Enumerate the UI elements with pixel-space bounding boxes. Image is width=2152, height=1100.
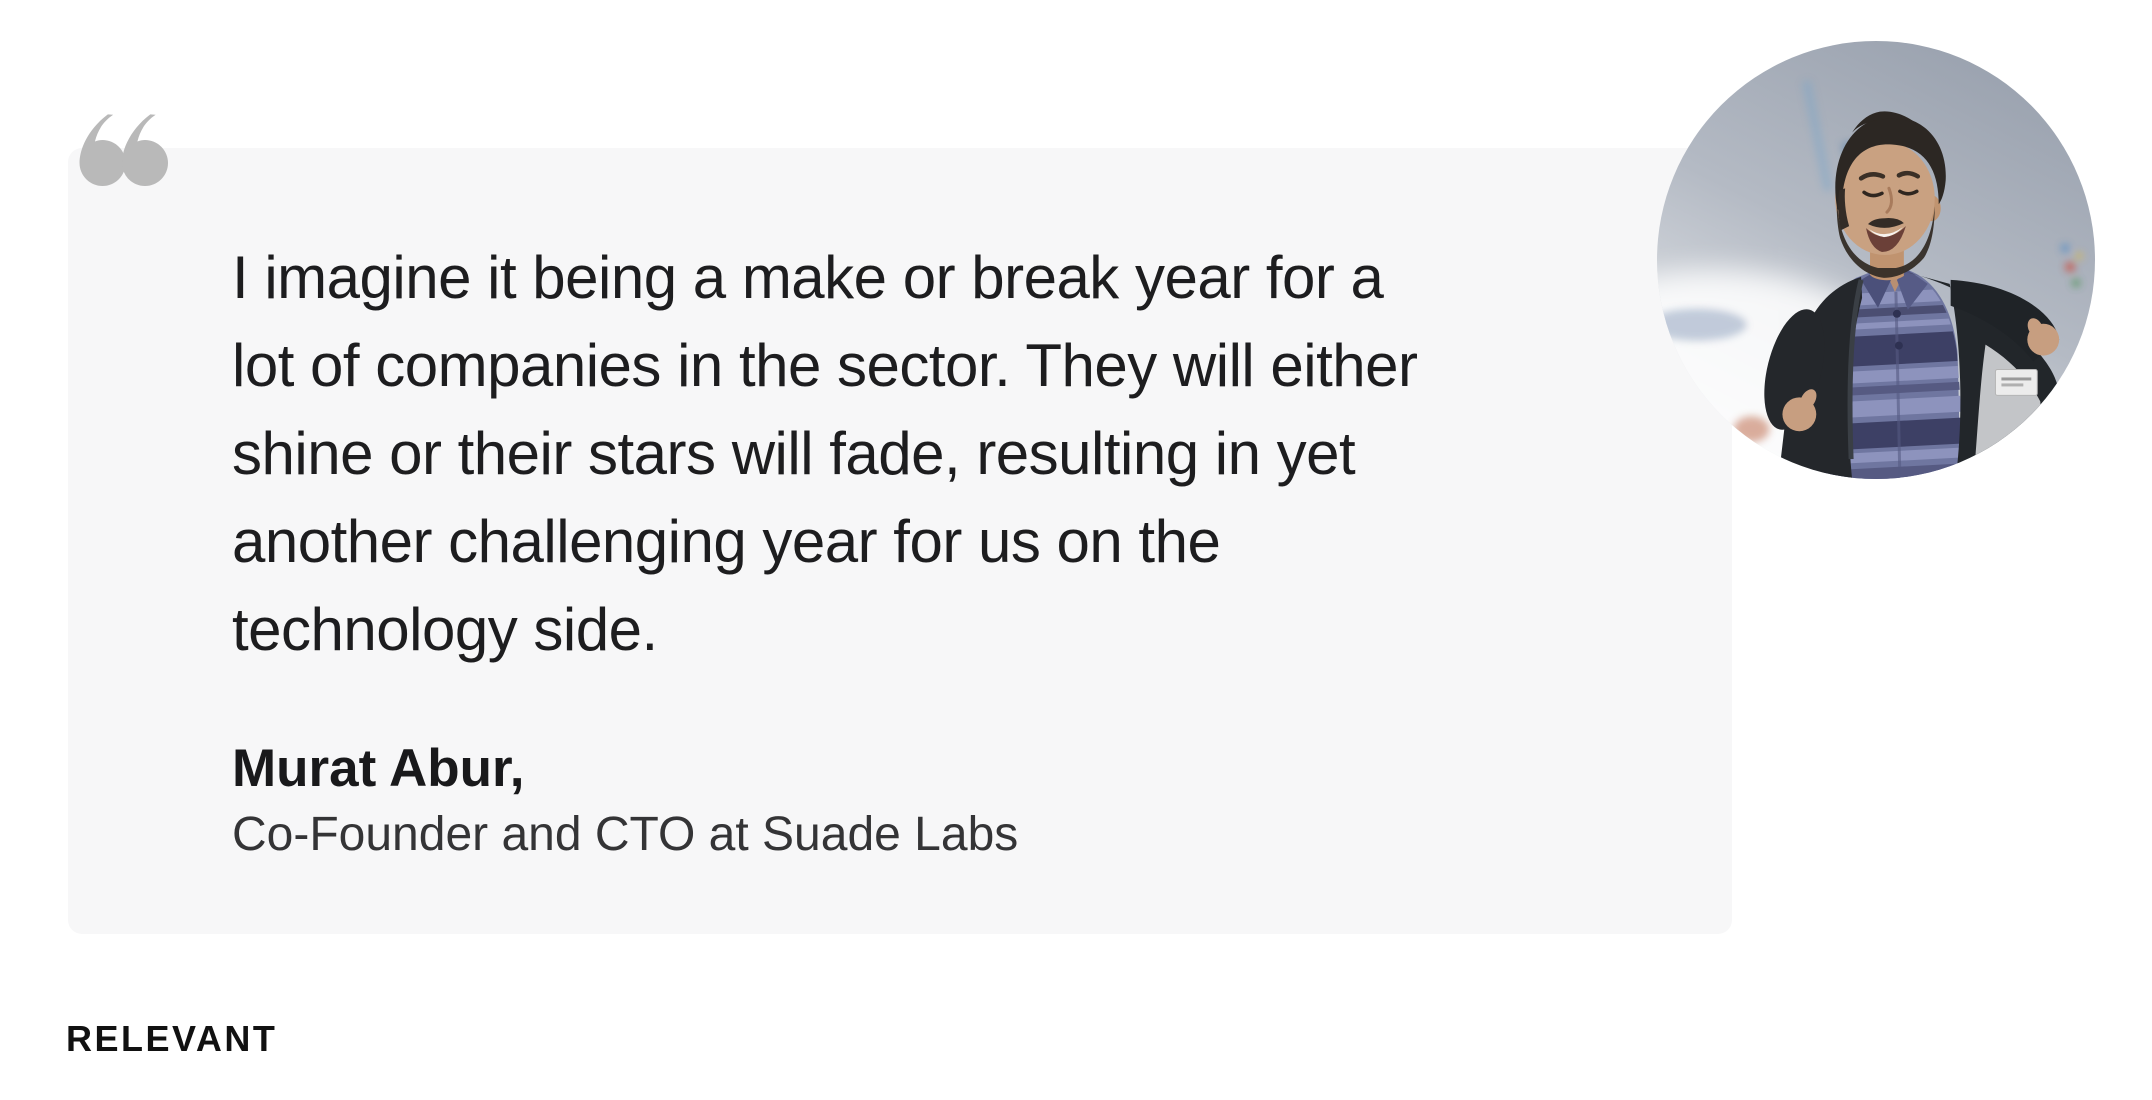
hair xyxy=(1835,116,1946,210)
jacket-left xyxy=(1764,276,1864,479)
portrait-illustration xyxy=(1657,41,2095,479)
author-name: Murat Abur, xyxy=(232,739,525,798)
jacket-label-tag xyxy=(1994,369,2038,396)
man-figure xyxy=(1764,111,2068,479)
author-title: Co-Founder and CTO at Suade Labs xyxy=(232,808,1019,861)
quote-line: shine or their stars will fade, resultin… xyxy=(232,420,1356,487)
head xyxy=(1835,111,1946,281)
author-block: Murat Abur, Co-Founder and CTO at Suade … xyxy=(232,740,1018,862)
smile xyxy=(1866,226,1906,253)
quote-line: technology side. xyxy=(232,596,658,663)
wall-logo-dots xyxy=(2061,244,2083,287)
brand-logo: RELEVANT xyxy=(66,1018,278,1059)
portrait-photo xyxy=(1657,41,2095,479)
quote-line: I imagine it being a make or break year … xyxy=(232,244,1384,311)
opening-quote-icon xyxy=(79,114,168,186)
quote-line: another challenging year for us on the xyxy=(232,508,1221,575)
quote-text: I imagine it being a make or break year … xyxy=(232,234,1692,674)
quote-line: lot of companies in the sector. They wil… xyxy=(232,332,1418,399)
quote-card xyxy=(68,148,1732,934)
